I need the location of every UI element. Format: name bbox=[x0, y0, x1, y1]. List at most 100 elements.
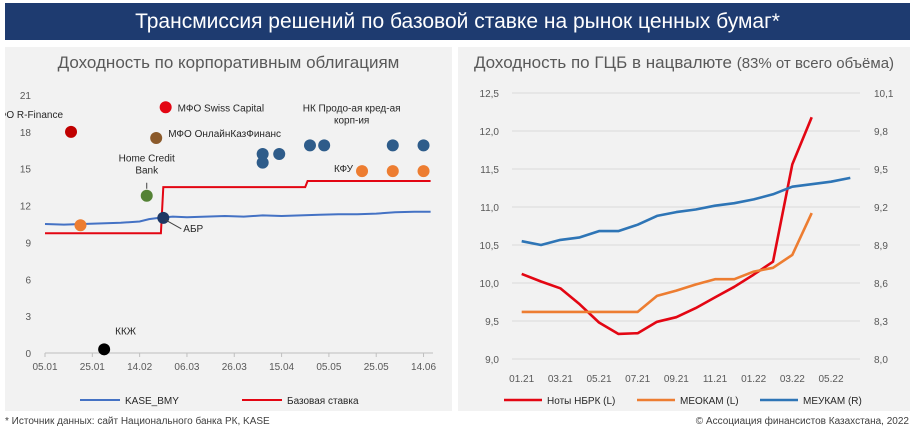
x-tick-label: 03.22 bbox=[780, 374, 805, 385]
x-tick-label: 25.01 bbox=[80, 362, 105, 373]
marker-label: ККЖ bbox=[115, 326, 137, 337]
y-right-tick-label: 8,9 bbox=[874, 241, 888, 252]
y-right-tick-label: 10,1 bbox=[874, 89, 894, 100]
gov-chart-subtitle: (83% от всего объёма) bbox=[736, 55, 895, 72]
gov-chart-title: Доходность по ГЦБ в нацвалюте (83% от вс… bbox=[458, 53, 910, 73]
series-line-меокам-l bbox=[521, 212, 813, 314]
y-left-tick-label: 12,5 bbox=[480, 89, 500, 100]
x-tick-label: 05.05 bbox=[316, 362, 341, 373]
marker-label: МФО R-Finance bbox=[5, 110, 63, 121]
marker-point bbox=[65, 125, 78, 138]
legend-label-kase-bmy: KASE_BMY bbox=[125, 396, 179, 407]
marker-point bbox=[273, 147, 286, 160]
x-tick-label: 15.04 bbox=[269, 362, 294, 373]
y-tick-label: 21 bbox=[20, 91, 32, 102]
marker-point bbox=[386, 165, 399, 178]
marker-point bbox=[318, 139, 331, 152]
callout-line bbox=[165, 219, 182, 230]
marker-label-line: ККЖ bbox=[115, 326, 137, 337]
marker-point bbox=[157, 211, 170, 224]
y-left-tick-label: 12,0 bbox=[480, 127, 500, 138]
marker-label: МФО ОнлайнКазФинанс bbox=[168, 129, 281, 140]
x-tick-label: 01.21 bbox=[509, 374, 534, 385]
y-right-tick-label: 8,0 bbox=[874, 355, 888, 366]
marker-point bbox=[256, 156, 269, 169]
x-tick-label: 14.02 bbox=[127, 362, 152, 373]
marker-label-line: Bank bbox=[135, 166, 159, 177]
series-line-kase-bmy bbox=[44, 210, 431, 226]
legend-label-меукам-r: МЕУКАМ (R) bbox=[803, 396, 862, 407]
marker-point bbox=[303, 139, 316, 152]
marker-point bbox=[150, 132, 163, 144]
copyright-note: © Ассоциация финансистов Казахстана, 202… bbox=[695, 416, 909, 427]
x-tick-label: 06.03 bbox=[174, 362, 199, 373]
y-tick-label: 6 bbox=[25, 275, 31, 286]
page-header: Трансмиссия решений по базовой ставке на… bbox=[5, 3, 910, 40]
y-tick-label: 18 bbox=[20, 128, 32, 139]
y-tick-label: 12 bbox=[20, 202, 32, 213]
marker-label-line: НК Продо-ая кред-ая bbox=[303, 104, 401, 115]
marker-label-line: Home Credit bbox=[119, 154, 175, 165]
x-tick-label: 11.21 bbox=[703, 374, 728, 385]
marker-label-line: МФО R-Finance bbox=[5, 110, 63, 121]
y-left-tick-label: 10,5 bbox=[480, 241, 500, 252]
y-left-tick-label: 9,0 bbox=[485, 355, 499, 366]
y-right-tick-label: 9,8 bbox=[874, 127, 888, 138]
marker-point bbox=[256, 147, 269, 160]
y-right-tick-label: 9,2 bbox=[874, 203, 888, 214]
gov-securities-panel: Доходность по ГЦБ в нацвалюте (83% от вс… bbox=[458, 47, 910, 411]
x-tick-label: 26.03 bbox=[222, 362, 247, 373]
marker-label: МФО Swiss Capital bbox=[178, 103, 264, 114]
series-line-базовая-ставка bbox=[45, 180, 431, 235]
source-note: * Источник данных: сайт Национального ба… bbox=[5, 416, 270, 427]
x-tick-label: 05.22 bbox=[818, 374, 843, 385]
marker-label: АБР bbox=[183, 224, 203, 235]
x-tick-label: 25.05 bbox=[364, 362, 389, 373]
y-tick-label: 15 bbox=[20, 165, 32, 176]
y-tick-label: 9 bbox=[25, 238, 31, 249]
corporate-chart-title-text: Доходность по корпоративным облигациям bbox=[57, 53, 400, 72]
marker-point bbox=[417, 139, 430, 152]
legend-label-меокам-l: МЕОКАМ (L) bbox=[680, 396, 739, 407]
x-tick-label: 01.22 bbox=[741, 374, 766, 385]
marker-label: КФУ bbox=[334, 164, 354, 175]
legend-label-base-rate: Базовая ставка bbox=[287, 396, 359, 407]
marker-point bbox=[356, 165, 369, 178]
y-right-tick-label: 8,3 bbox=[874, 317, 888, 328]
page-title: Трансмиссия решений по базовой ставке на… bbox=[135, 10, 780, 33]
series-line-меукам-r bbox=[521, 176, 851, 247]
y-left-tick-label: 10,0 bbox=[480, 279, 500, 290]
marker-point bbox=[417, 165, 430, 178]
marker-label-line: КФУ bbox=[334, 164, 354, 175]
x-tick-label: 14.06 bbox=[411, 362, 436, 373]
marker-label: НК Продо-ая кред-ая корп-ия bbox=[303, 104, 401, 127]
marker-point bbox=[74, 219, 87, 232]
marker-point bbox=[386, 139, 399, 152]
legend-label-ноты-нбрк-l: Ноты НБРК (L) bbox=[547, 396, 615, 407]
x-tick-label: 05.21 bbox=[586, 374, 611, 385]
y-right-tick-label: 9,5 bbox=[874, 165, 888, 176]
marker-label-line: АБР bbox=[183, 224, 203, 235]
x-tick-label: 05.01 bbox=[32, 362, 57, 373]
marker-point bbox=[159, 101, 172, 114]
x-tick-label: 07.21 bbox=[625, 374, 650, 385]
x-tick-label: 03.21 bbox=[548, 374, 573, 385]
gov-chart-title-text: Доходность по ГЦБ в нацвалюте bbox=[473, 53, 732, 72]
marker-label-line: корп-ия bbox=[334, 116, 369, 127]
corporate-bonds-chart: 0 3 6 9 12 15 18 21 05.01 25.01 14.02 06.03 26.03 15.… bbox=[5, 91, 436, 407]
series-line-ноты-нбрк-l bbox=[521, 116, 813, 336]
marker-point bbox=[98, 343, 111, 356]
x-tick-label: 09.21 bbox=[664, 374, 689, 385]
marker-label: Home Credit Bank bbox=[119, 154, 175, 177]
y-tick-label: 3 bbox=[25, 312, 31, 323]
gov-securities-chart: 9,0 9,5 10,0 10,5 11,0 11,5 12,0 12,5 8,0 8,3 8,6 8… bbox=[480, 89, 894, 407]
marker-label-line: МФО Swiss Capital bbox=[178, 103, 264, 114]
marker-label-line: МФО ОнлайнКазФинанс bbox=[168, 129, 281, 140]
y-left-tick-label: 9,5 bbox=[485, 317, 499, 328]
y-left-tick-label: 11,5 bbox=[480, 165, 499, 176]
corporate-bonds-panel: Доходность по корпоративным облигациям 0… bbox=[5, 47, 452, 411]
y-right-tick-label: 8,6 bbox=[874, 279, 888, 290]
corporate-chart-title: Доходность по корпоративным облигациям bbox=[5, 53, 452, 73]
y-left-tick-label: 11,0 bbox=[480, 203, 499, 214]
y-tick-label: 0 bbox=[25, 349, 31, 360]
